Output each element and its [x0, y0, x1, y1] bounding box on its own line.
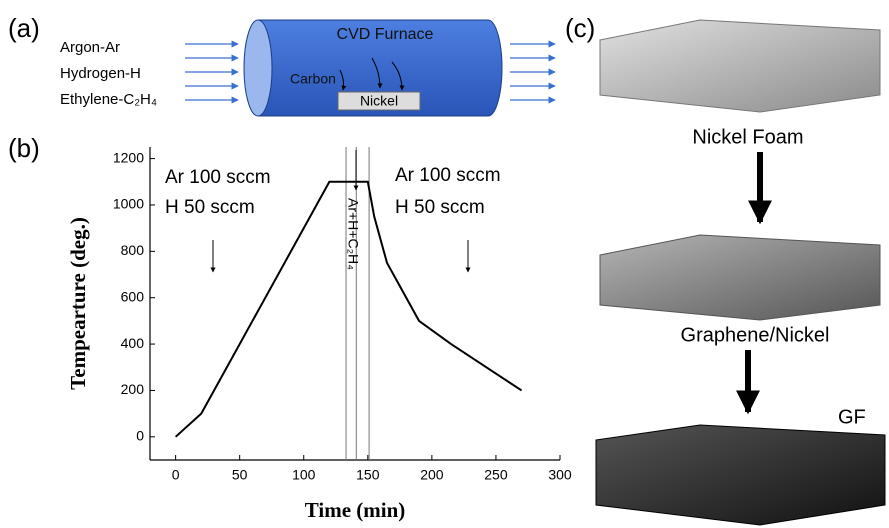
- x-tick-label: 50: [232, 467, 248, 483]
- panel-label: (c): [565, 13, 595, 43]
- foam-image: [596, 425, 885, 525]
- x-tick-label: 0: [172, 467, 180, 483]
- furnace-title: CVD Furnace: [337, 26, 434, 43]
- y-tick-label: 400: [121, 335, 145, 351]
- y-tick-label: 1200: [113, 149, 144, 165]
- gas-label: Argon-Ar: [60, 39, 120, 56]
- figure: (a) Argon-Ar Hydrogen-H Ethylene-C₂H₄ CV…: [0, 0, 889, 528]
- y-tick-label: 800: [121, 242, 145, 258]
- x-tick-label: 300: [548, 467, 572, 483]
- x-tick-label: 150: [356, 467, 380, 483]
- annotation: Ar 100 sccm: [165, 167, 271, 188]
- foam-image: [600, 235, 880, 320]
- y-tick-label: 200: [121, 381, 145, 397]
- stage-label: Nickel Foam: [692, 126, 803, 148]
- panel-label: (a): [8, 13, 40, 43]
- x-tick-label: 200: [420, 467, 444, 483]
- annotation: Ar 100 sccm: [395, 165, 501, 186]
- gas-label: Hydrogen-H: [60, 65, 141, 82]
- foam-image: [600, 20, 880, 112]
- x-tick-label: 100: [292, 467, 316, 483]
- annotation: Ar+H+C₂H₄: [345, 198, 361, 270]
- y-tick-label: 1000: [113, 196, 144, 212]
- stage-label: Graphene/Nickel: [681, 324, 830, 346]
- y-tick-label: 0: [136, 428, 144, 444]
- y-axis-label: Tempearture (deg.): [66, 217, 90, 390]
- y-tick-label: 600: [121, 288, 145, 304]
- panel-label: (b): [8, 133, 40, 163]
- furnace-end: [244, 20, 272, 116]
- x-axis-label: Time (min): [305, 498, 406, 522]
- gas-label: Ethylene-C₂H₄: [60, 91, 157, 108]
- temperature-chart: 0 200 400 600 800 1000 1200 0 50 100 150 200 250 300 T…: [66, 147, 572, 522]
- nickel-label: Nickel: [360, 93, 398, 109]
- carbon-label: Carbon: [290, 71, 336, 87]
- x-tick-label: 250: [484, 467, 508, 483]
- annotation: H 50 sccm: [395, 197, 485, 218]
- stage-label: GF: [838, 406, 866, 428]
- annotation: H 50 sccm: [165, 197, 255, 218]
